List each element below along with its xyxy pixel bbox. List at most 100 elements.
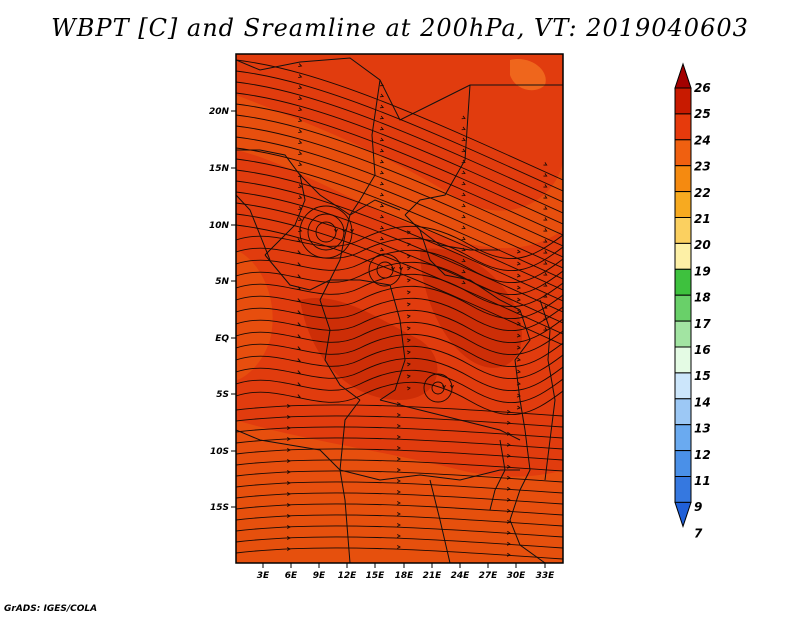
colorbar-label: 23 [694, 160, 711, 174]
colorbar-segment [674, 87, 692, 115]
streamline [236, 81, 563, 203]
colorbar-label: 24 [694, 133, 711, 147]
streamline [236, 297, 563, 331]
streamline-arrow [506, 508, 511, 513]
streamline-arrow [286, 448, 291, 452]
streamline-arrow [396, 413, 401, 417]
streamline-arrow [379, 203, 385, 208]
streamline-arrow [506, 486, 511, 491]
colorbar-segment [674, 294, 692, 322]
streamline-arrow [296, 346, 301, 350]
streamline-arrow [461, 192, 466, 197]
lat-tick-label: 5N [215, 277, 229, 287]
temperature-patch [300, 298, 438, 400]
colorbar-label: 14 [694, 395, 711, 409]
streamline-arrow [506, 409, 511, 414]
streamline-arrow [461, 159, 466, 164]
streamline-arrow [298, 140, 303, 144]
streamline-arrow [286, 426, 291, 430]
streamline-arrow [379, 126, 385, 131]
streamline-arrow [406, 326, 411, 331]
streamline-arrow [506, 442, 511, 447]
colorbar-label: 20 [694, 238, 711, 252]
streamline-arrow [296, 370, 301, 374]
latitude-axis: 20N 15N 10N 5N EQ 5S 10S 15S [209, 107, 236, 513]
streamline-arrow [543, 162, 548, 166]
streamline [236, 114, 563, 236]
streamline-arrow [516, 261, 521, 266]
streamline [236, 92, 563, 214]
streamline-arrow [298, 96, 303, 100]
streamline-arrow [296, 310, 301, 314]
streamline-arrow [396, 446, 401, 450]
streamline-arrow [296, 262, 301, 266]
streamline-arrow [286, 404, 291, 408]
streamline-arrow [461, 148, 466, 153]
streamline-arrow [296, 322, 301, 326]
streamline [236, 309, 563, 343]
streamline-arrow [516, 393, 521, 398]
country-border [404, 84, 471, 216]
streamline-arrow [406, 350, 411, 355]
lon-tick-label: 12E [338, 571, 358, 581]
streamline-arrow [391, 266, 395, 271]
streamline [236, 321, 563, 355]
lon-tick-label: 24E [451, 571, 471, 581]
streamline-arrow [506, 497, 511, 502]
streamline-arrow [379, 236, 385, 241]
streamline-arrow [442, 384, 446, 389]
streamline-arrow [286, 547, 291, 551]
colorbar-label: 17 [694, 317, 711, 331]
streamline-arrow [286, 437, 291, 441]
colorbar-label: 9 [694, 500, 702, 514]
streamline [236, 213, 563, 335]
streamline-arrow [516, 285, 521, 290]
streamline-arrow [406, 254, 411, 259]
streamline-arrow [516, 345, 521, 350]
country-border [236, 57, 563, 121]
streamline-arrow [506, 475, 511, 480]
streamline-arrow [296, 286, 301, 290]
lat-tick-label: 10S [210, 447, 229, 457]
colorbar-label: 26 [694, 81, 711, 95]
streamline-arrow [516, 297, 521, 302]
footer-credit: GrADS: IGES/COLA [4, 604, 98, 614]
streamline-arrow [286, 481, 291, 485]
streamline-arrow [543, 206, 548, 210]
streamline-arrow [379, 192, 385, 197]
country-border [319, 299, 361, 401]
streamline [236, 224, 563, 346]
country-border [539, 299, 556, 481]
country-border [339, 469, 520, 481]
streamline-arrow [379, 170, 385, 175]
streamline-arrow [379, 115, 385, 120]
streamline [236, 345, 563, 379]
streamline [236, 136, 563, 258]
streamline [236, 273, 563, 307]
streamline-arrow [379, 137, 385, 142]
streamline [236, 191, 563, 313]
streamline-arrow [543, 173, 548, 177]
country-borders [236, 57, 563, 563]
country-border [319, 214, 351, 301]
lon-tick-label: 18E [395, 571, 415, 581]
colorbar-segment [674, 165, 692, 193]
streamline-arrow [379, 82, 385, 87]
streamline-arrow [298, 107, 303, 111]
streamline-arrow [543, 184, 548, 188]
streamline [236, 285, 563, 319]
streamline-arrow [379, 214, 385, 219]
lat-tick-label: 15N [209, 164, 230, 174]
streamline-arrow [461, 269, 466, 274]
streamline-arrow [450, 384, 454, 389]
colorbar: 26 25 24 23 22 21 20 19 18 17 16 15 14 13 12 11 9 7 [674, 62, 711, 540]
streamline-arrow [461, 137, 466, 142]
streamline [236, 202, 563, 324]
streamline-arrow [296, 250, 301, 254]
lon-tick-label: 3E [257, 571, 270, 581]
streamline-arrow [406, 314, 411, 319]
streamline-arrow [461, 236, 466, 241]
colorbar-top-triangle [674, 62, 692, 89]
streamline-arrow [461, 280, 466, 285]
streamline-arrow [506, 464, 511, 469]
